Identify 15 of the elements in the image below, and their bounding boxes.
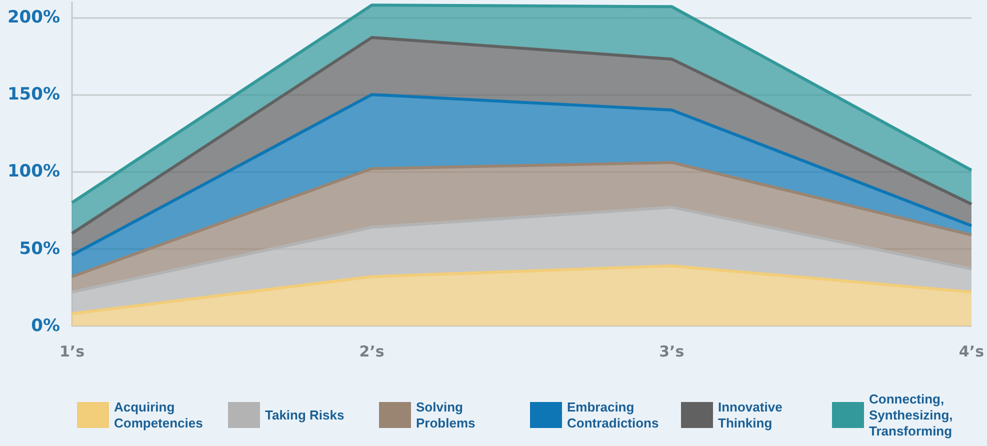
legend-label: Acquiring Competencies bbox=[114, 400, 203, 430]
x-tick-label: 2’s bbox=[359, 342, 384, 360]
legend-label: Taking Risks bbox=[265, 408, 344, 422]
y-tick-label: 100% bbox=[7, 162, 60, 182]
x-tick-label: 4’s bbox=[958, 342, 984, 360]
y-tick-label: 150% bbox=[7, 84, 60, 105]
legend-label: Solving Problems bbox=[416, 400, 476, 430]
x-tick-label: 1’s bbox=[59, 342, 85, 360]
y-tick-label: 50% bbox=[19, 238, 60, 259]
y-tick-label: 200% bbox=[7, 7, 60, 28]
legend-label: Innovative Thinking bbox=[718, 400, 786, 430]
x-tick-label: 3’s bbox=[659, 342, 684, 360]
y-tick-label: 0% bbox=[31, 316, 60, 336]
legend-label: Embracing Contradictions bbox=[567, 400, 659, 430]
legend-label: Connecting, Synthesizing, Transforming bbox=[869, 392, 956, 438]
